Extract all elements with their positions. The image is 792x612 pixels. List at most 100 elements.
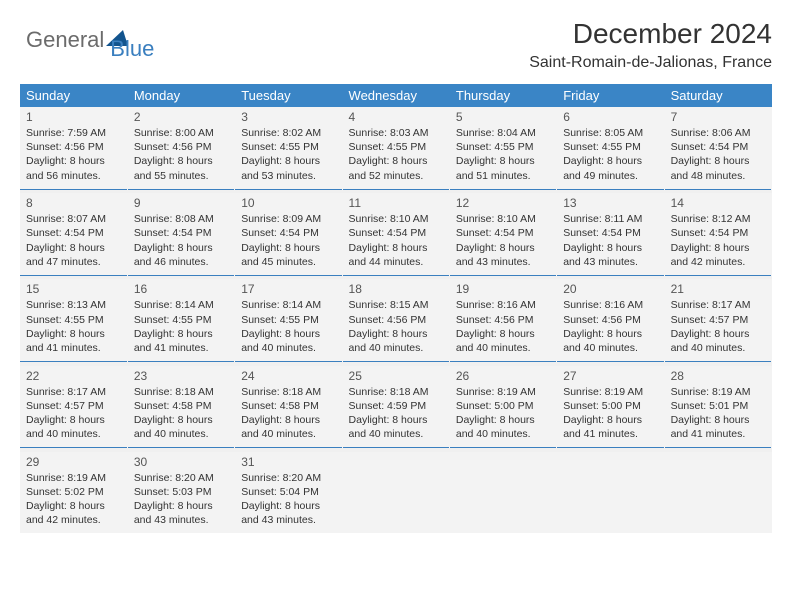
day-cell: 10Sunrise: 8:09 AMSunset: 4:54 PMDayligh…	[235, 193, 342, 275]
sunrise-line: Sunrise: 8:18 AM	[241, 385, 335, 399]
day-cell: 5Sunrise: 8:04 AMSunset: 4:55 PMDaylight…	[449, 107, 556, 189]
day-number: 24	[241, 369, 335, 383]
day-cell: 25Sunrise: 8:18 AMSunset: 4:59 PMDayligh…	[342, 366, 449, 448]
day-number: 26	[456, 369, 550, 383]
day-number: 16	[134, 282, 228, 296]
sunset-line: Sunset: 4:54 PM	[563, 226, 657, 240]
location: Saint-Romain-de-Jalionas, France	[529, 54, 772, 72]
sunrise-line: Sunrise: 8:10 AM	[349, 212, 443, 226]
sunrise-line: Sunrise: 8:00 AM	[134, 126, 228, 140]
daylight-line: Daylight: 8 hours and 45 minutes.	[241, 241, 335, 269]
day-number: 8	[26, 196, 121, 210]
sunset-line: Sunset: 4:54 PM	[671, 140, 765, 154]
day-number: 11	[349, 196, 443, 210]
day-number: 1	[26, 110, 121, 124]
sunset-line: Sunset: 5:02 PM	[26, 485, 121, 499]
sunrise-line: Sunrise: 8:16 AM	[456, 298, 550, 312]
day-cell: 21Sunrise: 8:17 AMSunset: 4:57 PMDayligh…	[664, 279, 771, 361]
day-cell: 17 Sunrise: 8:14 AMSunset: 4:55 PMDayligh…	[235, 279, 342, 361]
day-number: 17	[241, 282, 335, 296]
day-cell: 16Sunrise: 8:14 AMSunset: 4:55 PMDayligh…	[127, 279, 234, 361]
day-cell: 29Sunrise: 8:19 AMSunset: 5:02 PMDayligh…	[20, 452, 127, 534]
day-number: 22	[26, 369, 121, 383]
dow-tuesday: Tuesday	[235, 84, 342, 107]
daylight-line: Daylight: 8 hours and 40 minutes.	[241, 327, 335, 355]
daylight-line: Daylight: 8 hours and 40 minutes.	[456, 327, 550, 355]
sunrise-line: Sunrise: 8:04 AM	[456, 126, 550, 140]
day-cell: 15Sunrise: 8:13 AMSunset: 4:55 PMDayligh…	[20, 279, 127, 361]
day-cell: 3Sunrise: 8:02 AMSunset: 4:55 PMDaylight…	[235, 107, 342, 189]
sunrise-line: Sunrise: 8:12 AM	[671, 212, 765, 226]
sunrise-line: Sunrise: 8:07 AM	[26, 212, 121, 226]
daylight-line: Daylight: 8 hours and 55 minutes.	[134, 154, 228, 182]
day-cell: 22Sunrise: 8:17 AMSunset: 4:57 PMDayligh…	[20, 366, 127, 448]
sunset-line: Sunset: 4:54 PM	[671, 226, 765, 240]
day-number: 28	[671, 369, 765, 383]
sunrise-line: Sunrise: 8:14 AM	[134, 298, 228, 312]
daylight-line: Daylight: 8 hours and 41 minutes.	[563, 413, 657, 441]
daylight-line: Daylight: 8 hours and 51 minutes.	[456, 154, 550, 182]
day-cell: 18Sunrise: 8:15 AMSunset: 4:56 PMDayligh…	[342, 279, 449, 361]
day-number: 13	[563, 196, 657, 210]
sunset-line: Sunset: 4:54 PM	[456, 226, 550, 240]
sunrise-line: Sunrise: 8:03 AM	[349, 126, 443, 140]
day-cell: 24Sunrise: 8:18 AMSunset: 4:58 PMDayligh…	[235, 366, 342, 448]
daylight-line: Daylight: 8 hours and 42 minutes.	[671, 241, 765, 269]
daylight-line: Daylight: 8 hours and 41 minutes.	[26, 327, 121, 355]
daylight-line: Daylight: 8 hours and 41 minutes.	[134, 327, 228, 355]
sunset-line: Sunset: 4:55 PM	[349, 140, 443, 154]
daylight-line: Daylight: 8 hours and 41 minutes.	[671, 413, 765, 441]
sunrise-line: Sunrise: 8:15 AM	[349, 298, 443, 312]
daylight-line: Daylight: 8 hours and 47 minutes.	[26, 241, 121, 269]
sunrise-line: Sunrise: 8:05 AM	[563, 126, 657, 140]
dow-wednesday: Wednesday	[342, 84, 449, 107]
day-cell: 1Sunrise: 7:59 AMSunset: 4:56 PMDaylight…	[20, 107, 127, 189]
daylight-line: Daylight: 8 hours and 43 minutes.	[134, 499, 228, 527]
day-number: 7	[671, 110, 765, 124]
sunset-line: Sunset: 4:54 PM	[26, 226, 121, 240]
sunset-line: Sunset: 4:54 PM	[241, 226, 335, 240]
sunrise-line: Sunrise: 8:19 AM	[26, 471, 121, 485]
brand-logo: General Blue	[20, 18, 154, 62]
daylight-line: Daylight: 8 hours and 40 minutes.	[563, 327, 657, 355]
sunrise-line: Sunrise: 8:09 AM	[241, 212, 335, 226]
sunset-line: Sunset: 5:03 PM	[134, 485, 228, 499]
day-number: 27	[563, 369, 657, 383]
daylight-line: Daylight: 8 hours and 43 minutes.	[241, 499, 335, 527]
sunrise-line: Sunrise: 8:10 AM	[456, 212, 550, 226]
sunset-line: Sunset: 5:04 PM	[241, 485, 335, 499]
sunrise-line: Sunrise: 8:14 AM	[241, 298, 335, 312]
week-row: 22Sunrise: 8:17 AMSunset: 4:57 PMDayligh…	[20, 366, 772, 448]
sunset-line: Sunset: 4:58 PM	[241, 399, 335, 413]
day-number: 9	[134, 196, 228, 210]
daylight-line: Daylight: 8 hours and 56 minutes.	[26, 154, 121, 182]
daylight-line: Daylight: 8 hours and 46 minutes.	[134, 241, 228, 269]
sunset-line: Sunset: 4:56 PM	[134, 140, 228, 154]
sunrise-line: Sunrise: 8:17 AM	[26, 385, 121, 399]
day-number: 20	[563, 282, 657, 296]
day-cell: 14Sunrise: 8:12 AMSunset: 4:54 PMDayligh…	[664, 193, 771, 275]
sunrise-line: Sunrise: 8:08 AM	[134, 212, 228, 226]
sunrise-line: Sunrise: 8:11 AM	[563, 212, 657, 226]
calendar-table: SundayMondayTuesdayWednesdayThursdayFrid…	[20, 84, 772, 533]
day-number: 19	[456, 282, 550, 296]
day-cell: 2Sunrise: 8:00 AMSunset: 4:56 PMDaylight…	[127, 107, 234, 189]
week-row: 15Sunrise: 8:13 AMSunset: 4:55 PMDayligh…	[20, 279, 772, 361]
sunset-line: Sunset: 5:00 PM	[456, 399, 550, 413]
sunset-line: Sunset: 4:55 PM	[26, 313, 121, 327]
sunrise-line: Sunrise: 7:59 AM	[26, 126, 121, 140]
daylight-line: Daylight: 8 hours and 44 minutes.	[349, 241, 443, 269]
sunset-line: Sunset: 4:56 PM	[349, 313, 443, 327]
empty-cell	[557, 452, 664, 534]
dow-monday: Monday	[127, 84, 234, 107]
day-cell: 6Sunrise: 8:05 AMSunset: 4:55 PMDaylight…	[557, 107, 664, 189]
daylight-line: Daylight: 8 hours and 43 minutes.	[456, 241, 550, 269]
day-cell: 7Sunrise: 8:06 AMSunset: 4:54 PMDaylight…	[664, 107, 771, 189]
sunset-line: Sunset: 4:55 PM	[241, 313, 335, 327]
day-number: 18	[349, 282, 443, 296]
day-number: 5	[456, 110, 550, 124]
daylight-line: Daylight: 8 hours and 43 minutes.	[563, 241, 657, 269]
day-cell: 19Sunrise: 8:16 AMSunset: 4:56 PMDayligh…	[449, 279, 556, 361]
sunrise-line: Sunrise: 8:02 AM	[241, 126, 335, 140]
empty-cell	[342, 452, 449, 534]
